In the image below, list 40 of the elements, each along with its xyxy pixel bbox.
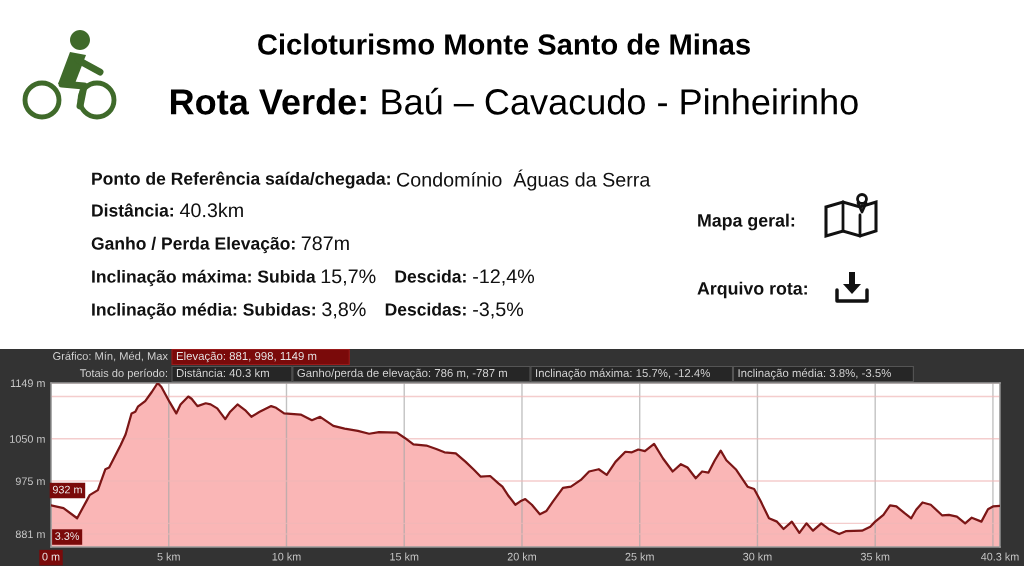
x-tick-label: 30 km <box>743 552 772 561</box>
y-tick-label: 1050 m <box>10 435 45 443</box>
text: -12,4% <box>473 269 535 286</box>
text: Mapa geral: <box>698 213 795 231</box>
text: Inclinação média: Subidas: <box>92 302 315 320</box>
text: Distância: 40.3 km <box>176 368 269 378</box>
text: Ponto de Referência saída/chegada: <box>92 171 390 189</box>
text: Totais do período: <box>79 368 167 380</box>
text: -3,5% <box>473 302 524 319</box>
text: Descida: <box>395 269 466 283</box>
text: Ganho/perda de elevação: 786 m, -787 m <box>297 368 507 380</box>
text: Distância: <box>92 203 173 217</box>
annotation: 3.3% <box>55 532 80 540</box>
x-tick-label: 40.3 km <box>980 552 1019 561</box>
text: Gráfico: Mín, Méd, Max <box>53 351 168 362</box>
x-tick-label: 20 km <box>507 552 536 561</box>
text: Elevação: 881, 998, 1149 m <box>176 351 317 363</box>
text: Inclinação média: 3.8%, -3.5% <box>738 368 891 380</box>
text: Ganho / Perda Elevação: <box>91 236 295 254</box>
x-tick-label: 15 km <box>390 552 419 561</box>
x-tick-label: 5 km <box>157 552 180 561</box>
x-tick-label: 10 km <box>272 552 301 561</box>
x-tick-label: 0 m <box>42 552 60 561</box>
text: Condomínio Águas da Serra <box>397 169 651 191</box>
x-tick-label: 25 km <box>625 552 654 561</box>
annotation: 932 m <box>52 485 82 494</box>
text: Inclinação máxima: 15.7%, -12.4% <box>536 368 710 380</box>
y-tick-label: 1149 m <box>10 379 45 388</box>
chart-title: Cicloturismo Monte Santo de Minas <box>258 33 750 55</box>
x-tick-label: 35 km <box>860 552 890 561</box>
text: Descidas: <box>385 302 466 316</box>
text: Inclinação máxima: Subida <box>92 269 316 287</box>
text: 40.3km <box>179 202 243 218</box>
y-tick-label: 881 m <box>15 530 45 539</box>
text: 15,7% <box>321 269 376 286</box>
text: Arquivo rota: <box>697 281 807 299</box>
text: 787m <box>301 236 349 251</box>
chart-subtitle: Rota Verde: Baú – Cavacudo - Pinheirinho <box>170 87 858 115</box>
y-tick-label: 975 m <box>15 477 45 486</box>
text: 3,8% <box>322 302 366 319</box>
